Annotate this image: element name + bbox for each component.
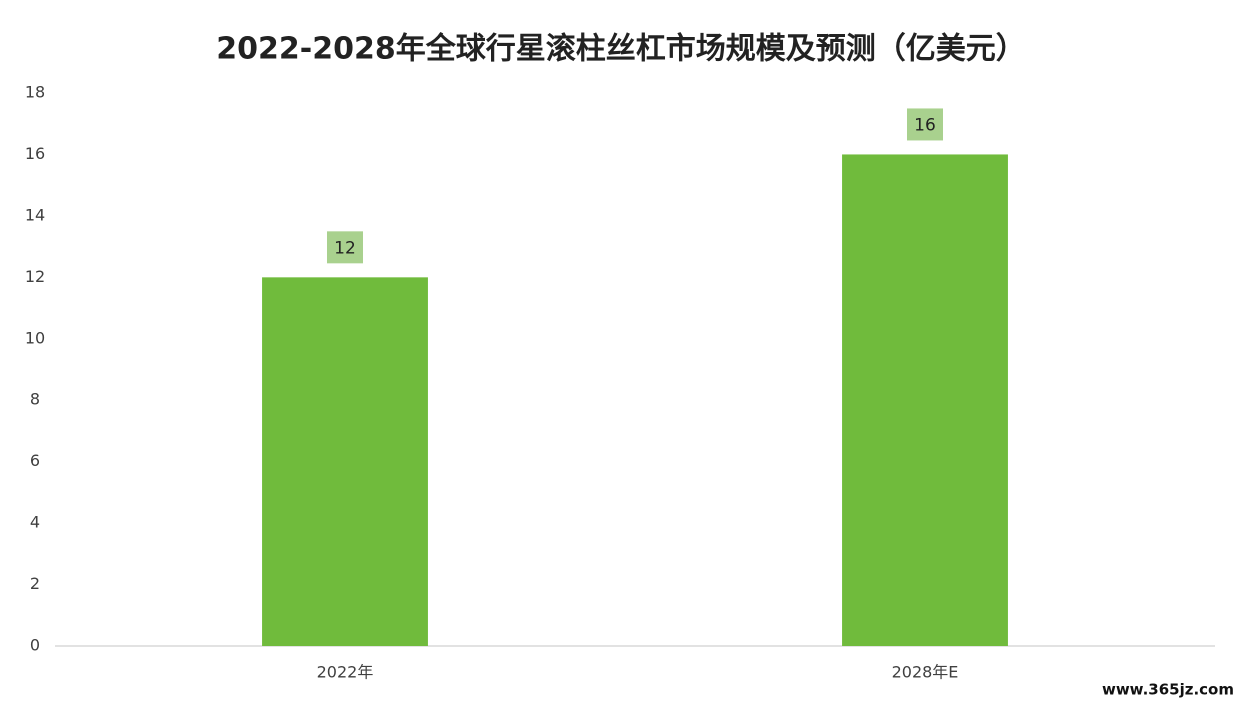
y-tick-label: 0 [30, 636, 40, 655]
data-label: 12 [334, 238, 356, 258]
bar [842, 154, 1008, 646]
y-tick-label: 8 [30, 390, 40, 409]
y-tick-label: 14 [25, 205, 45, 224]
x-tick-label: 2022年 [317, 663, 374, 682]
x-tick-label: 2028年E [892, 663, 959, 682]
y-tick-label: 4 [30, 513, 40, 532]
label-box [907, 108, 943, 141]
label-box [327, 231, 363, 264]
watermark: www.365jz.com [1102, 681, 1234, 699]
bar [262, 277, 428, 646]
y-tick-label: 16 [25, 144, 45, 163]
chart-title: 2022-2028年全球行星滚柱丝杠市场规模及预测（亿美元） [216, 32, 1025, 67]
y-tick-label: 10 [25, 328, 45, 347]
y-tick-label: 18 [25, 83, 45, 102]
data-label: 16 [914, 115, 936, 135]
y-tick-label: 2 [30, 574, 40, 593]
y-tick-label: 12 [25, 267, 45, 286]
y-tick-label: 6 [30, 451, 40, 470]
